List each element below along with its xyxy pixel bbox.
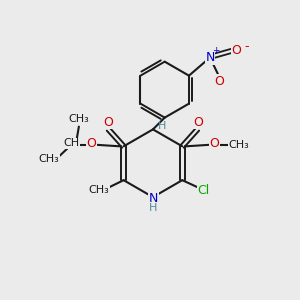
Text: CH₃: CH₃: [68, 114, 89, 124]
Text: H: H: [158, 122, 166, 131]
Text: H: H: [149, 203, 158, 213]
Text: CH₃: CH₃: [229, 140, 250, 150]
Text: N: N: [149, 192, 158, 205]
Text: O: O: [214, 75, 224, 88]
Text: O: O: [209, 137, 219, 151]
Text: O: O: [193, 116, 203, 129]
Text: N: N: [206, 51, 215, 64]
Text: CH: CH: [63, 138, 79, 148]
Text: O: O: [103, 116, 113, 129]
Text: Cl: Cl: [198, 184, 210, 197]
Text: CH₃: CH₃: [88, 185, 109, 195]
Text: +: +: [212, 46, 219, 56]
Text: O: O: [86, 137, 96, 151]
Text: O: O: [232, 44, 242, 57]
Text: CH₃: CH₃: [39, 154, 59, 164]
Text: -: -: [244, 40, 249, 53]
